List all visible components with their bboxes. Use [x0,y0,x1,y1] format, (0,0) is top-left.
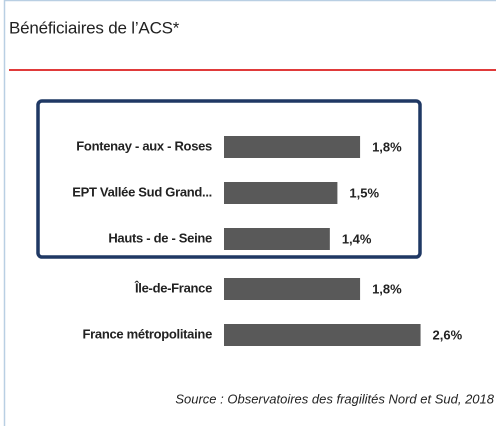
category-label: Fontenay - aux - Roses [76,138,212,153]
bar [224,228,330,250]
value-label: 2,6% [433,327,463,342]
value-label: 1,4% [342,231,372,246]
value-label: 1,5% [349,185,379,200]
category-label: France métropolitaine [82,326,212,341]
frame [3,0,496,426]
value-label: 1,8% [372,139,402,154]
bar [224,278,361,300]
bar [224,324,421,346]
category-label: Hauts - de - Seine [108,230,212,245]
category-label: Île-de-France [134,280,212,295]
chart-title: Bénéficiaires de l’ACS* [9,18,180,37]
bar [224,182,338,204]
value-label: 1,8% [372,281,402,296]
source-note: Source : Observatoires des fragilités No… [175,391,494,406]
category-label: EPT Vallée Sud Grand... [72,184,212,199]
bar [224,136,361,158]
highlight-box [36,99,422,259]
